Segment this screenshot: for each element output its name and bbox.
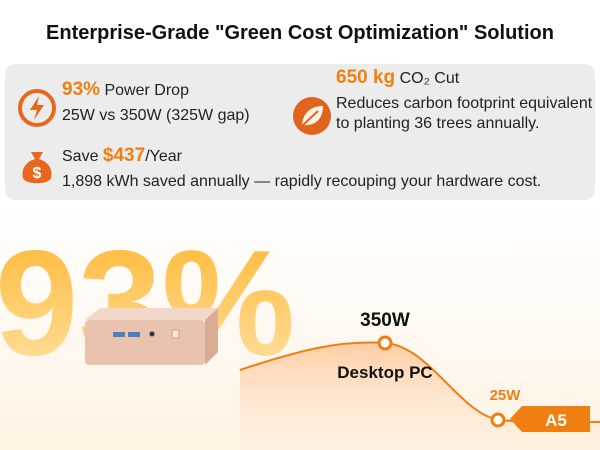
svg-text:$: $ xyxy=(33,165,42,182)
a5-tag xyxy=(510,406,590,432)
a5-label: A5 xyxy=(545,411,567,430)
stat-prefix: Save xyxy=(62,148,99,165)
hero: 93% 350W Desktop PC 25W A5 xyxy=(0,219,600,450)
stat-suffix: /Year xyxy=(145,148,182,165)
leaf-icon xyxy=(293,97,331,135)
stat-detail: Reduces carbon footprint equivalent to p… xyxy=(336,95,593,132)
stat-highlight: $437 xyxy=(102,145,146,166)
curve-area xyxy=(240,342,600,450)
stat-label: Power Drop xyxy=(104,82,189,99)
title: Enterprise-Grade "Green Cost Optimizatio… xyxy=(46,22,554,44)
money-icon: $ xyxy=(22,152,52,184)
stat-detail: 1,898 kWh saved annually — rapidly recou… xyxy=(62,173,542,190)
stats-panel xyxy=(5,64,595,200)
peak-dot xyxy=(377,335,393,351)
desktop-label: Desktop PC xyxy=(337,363,432,382)
mini-pc xyxy=(85,308,218,365)
a5-power: 25W xyxy=(490,387,522,404)
stat-detail: 25W vs 350W (325W gap) xyxy=(62,107,250,124)
desktop-power: 350W xyxy=(360,310,410,331)
stat-label: CO₂ Cut xyxy=(399,70,460,87)
low-dot xyxy=(490,412,506,428)
stat-highlight: 650 kg xyxy=(336,67,396,88)
stat-highlight: 93% xyxy=(62,79,101,100)
power-icon xyxy=(18,89,56,127)
